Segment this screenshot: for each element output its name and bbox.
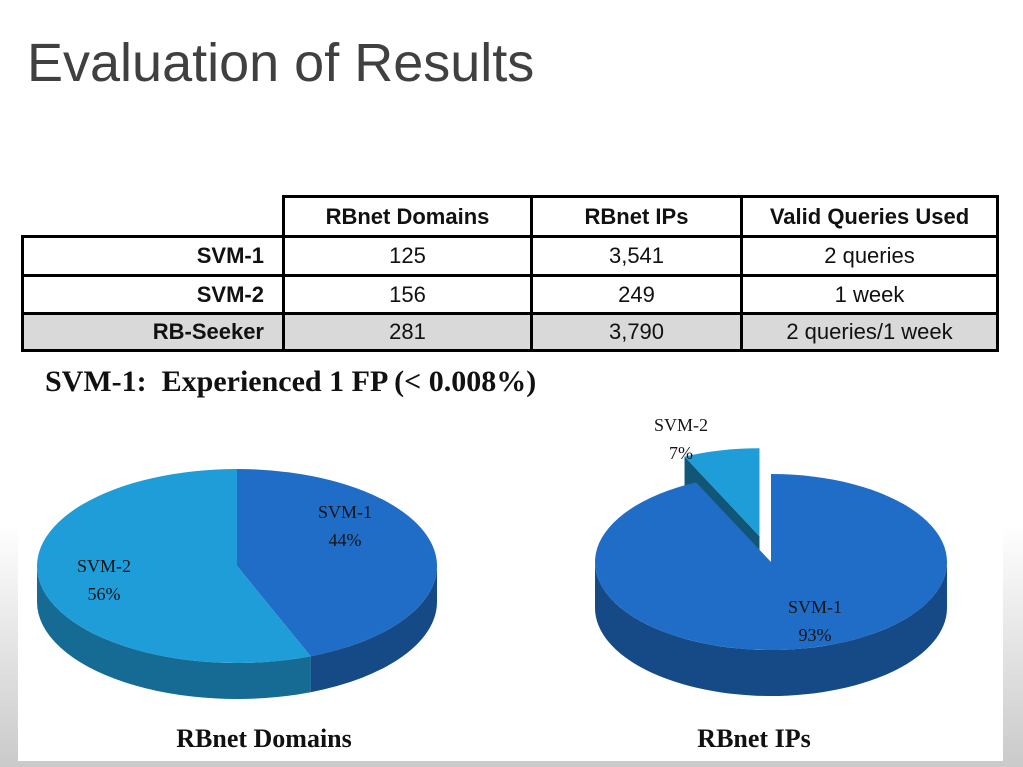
- row-label: RB-Seeker: [21, 312, 285, 352]
- chart-title-rbnet-domains: RBnet Domains: [176, 724, 352, 753]
- table-cell: 156: [282, 274, 533, 315]
- table-cell: 1 week: [740, 274, 999, 315]
- table-cell: 2 queries/1 week: [740, 312, 999, 352]
- table-row-rb-seeker: RB-Seeker 281 3,790 2 queries/1 week: [21, 312, 999, 352]
- table-row-svm-1: SVM-1 125 3,541 2 queries: [21, 235, 999, 277]
- table-cell: 249: [530, 274, 743, 315]
- table-corner-cell: [22, 196, 285, 238]
- chart-title-rbnet-ips: RBnet IPs: [697, 724, 811, 753]
- table-cell: 3,541: [530, 235, 743, 277]
- table-row-svm-2: SVM-2 156 249 1 week: [21, 274, 999, 315]
- column-header-rbnet-domains: RBnet Domains: [282, 195, 533, 238]
- false-positive-note: SVM-1: Experienced 1 FP (< 0.008%): [45, 365, 537, 398]
- table-cell: 3,790: [530, 312, 743, 352]
- row-label: SVM-1: [21, 235, 285, 277]
- table-cell: 2 queries: [740, 235, 999, 277]
- row-label: SVM-2: [21, 274, 285, 315]
- column-header-rbnet-ips: RBnet IPs: [530, 195, 743, 238]
- column-header-valid-queries-used: Valid Queries Used: [740, 195, 999, 238]
- table-cell: 281: [282, 312, 533, 352]
- table-cell: 125: [282, 235, 533, 277]
- results-table: RBnet Domains RBnet IPs Valid Queries Us…: [21, 195, 999, 352]
- table-header-row: RBnet Domains RBnet IPs Valid Queries Us…: [22, 195, 999, 238]
- slide-title: Evaluation of Results: [27, 33, 535, 93]
